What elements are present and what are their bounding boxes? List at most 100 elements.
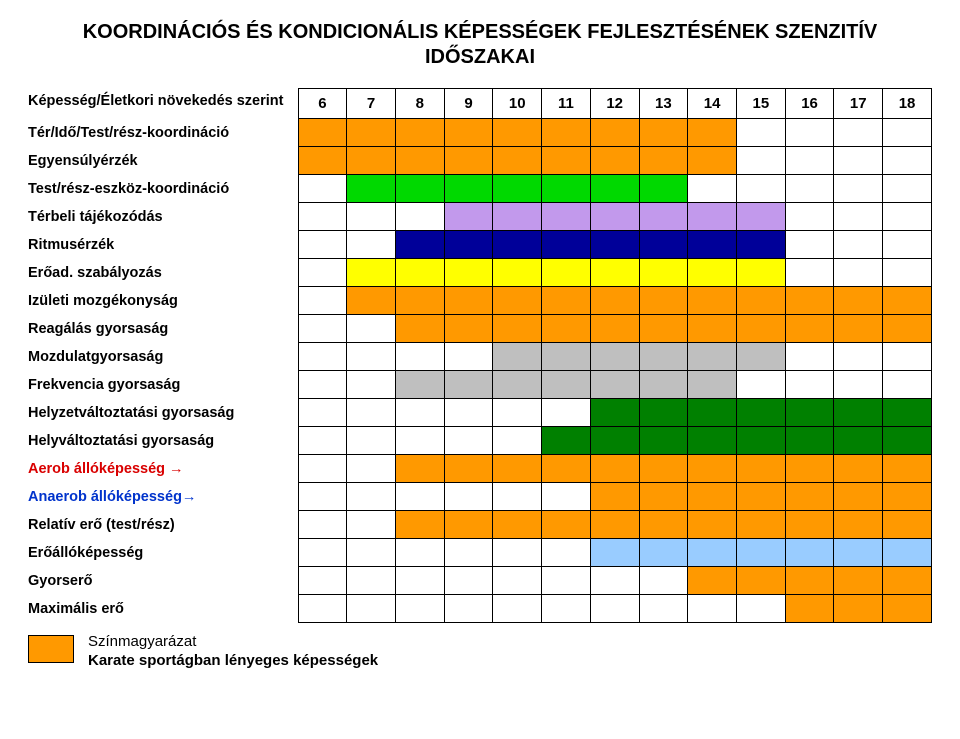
cell (298, 483, 347, 511)
cell (298, 119, 347, 147)
cell (639, 483, 688, 511)
age-header: 12 (590, 89, 639, 119)
cell (347, 315, 396, 343)
row-label: Izületi mozgékonyság (28, 287, 298, 315)
cell (542, 259, 591, 287)
cell (736, 511, 785, 539)
cell (736, 287, 785, 315)
chart-title: KOORDINÁCIÓS ÉS KONDICIONÁLIS KÉPESSÉGEK… (28, 20, 932, 70)
cell (883, 287, 932, 315)
age-header: 11 (542, 89, 591, 119)
cell (688, 595, 737, 623)
cell (883, 511, 932, 539)
cell (688, 539, 737, 567)
cell (590, 399, 639, 427)
cell (298, 315, 347, 343)
cell (883, 595, 932, 623)
cell (347, 595, 396, 623)
cell (883, 371, 932, 399)
cell (736, 231, 785, 259)
table-row: Anaerob állóképesség→ (28, 483, 932, 511)
cell (298, 259, 347, 287)
row-label: Mozdulatgyorsaság (28, 343, 298, 371)
cell (883, 315, 932, 343)
cell (542, 147, 591, 175)
cell (688, 203, 737, 231)
table-row: Test/rész-eszköz-koordináció (28, 175, 932, 203)
age-header: 8 (395, 89, 444, 119)
table-row: Mozdulatgyorsaság (28, 343, 932, 371)
cell (542, 483, 591, 511)
cell (785, 231, 834, 259)
cell (639, 259, 688, 287)
row-label: Frekvencia gyorsaság (28, 371, 298, 399)
cell (834, 511, 883, 539)
table-row: Helyzetváltoztatási gyorsaság (28, 399, 932, 427)
cell (298, 371, 347, 399)
cell (785, 455, 834, 483)
cell (590, 343, 639, 371)
cell (493, 483, 542, 511)
cell (298, 455, 347, 483)
cell (688, 343, 737, 371)
cell (590, 203, 639, 231)
cell (542, 511, 591, 539)
cell (444, 567, 493, 595)
cell (347, 119, 396, 147)
cell (444, 119, 493, 147)
cell (590, 259, 639, 287)
cell (542, 595, 591, 623)
cell (298, 147, 347, 175)
cell (639, 455, 688, 483)
cell (785, 203, 834, 231)
cell (736, 119, 785, 147)
cell (736, 371, 785, 399)
row-label: Gyorserő (28, 567, 298, 595)
cell (395, 231, 444, 259)
cell (542, 175, 591, 203)
row-label: Térbeli tájékozódás (28, 203, 298, 231)
cell (785, 567, 834, 595)
legend-line2: Karate sportágban lényeges képességek (88, 652, 378, 671)
cell (395, 343, 444, 371)
cell (785, 483, 834, 511)
row-label: Test/rész-eszköz-koordináció (28, 175, 298, 203)
cell (298, 287, 347, 315)
cell (688, 287, 737, 315)
cell (883, 231, 932, 259)
cell (395, 315, 444, 343)
cell (736, 147, 785, 175)
cell (444, 427, 493, 455)
row-label: Anaerob állóképesség→ (28, 483, 298, 511)
cell (542, 287, 591, 315)
cell (639, 567, 688, 595)
cell (493, 371, 542, 399)
row-label: Erőállóképesség (28, 539, 298, 567)
cell (590, 119, 639, 147)
age-header: 18 (883, 89, 932, 119)
cell (347, 455, 396, 483)
cell (834, 343, 883, 371)
cell (688, 371, 737, 399)
cell (347, 427, 396, 455)
cell (590, 539, 639, 567)
cell (736, 455, 785, 483)
cell (590, 175, 639, 203)
cell (347, 287, 396, 315)
cell (736, 259, 785, 287)
cell (785, 175, 834, 203)
cell (883, 455, 932, 483)
cell (444, 287, 493, 315)
table-row: Erőállóképesség (28, 539, 932, 567)
cell (347, 567, 396, 595)
cell (590, 147, 639, 175)
legend-line1: Színmagyarázat (88, 633, 378, 652)
cell (688, 175, 737, 203)
row-label: Egyensúlyérzék (28, 147, 298, 175)
cell (444, 259, 493, 287)
age-header: 13 (639, 89, 688, 119)
row-label: Reagálás gyorsaság (28, 315, 298, 343)
cell (639, 539, 688, 567)
cell (834, 315, 883, 343)
cell (298, 511, 347, 539)
